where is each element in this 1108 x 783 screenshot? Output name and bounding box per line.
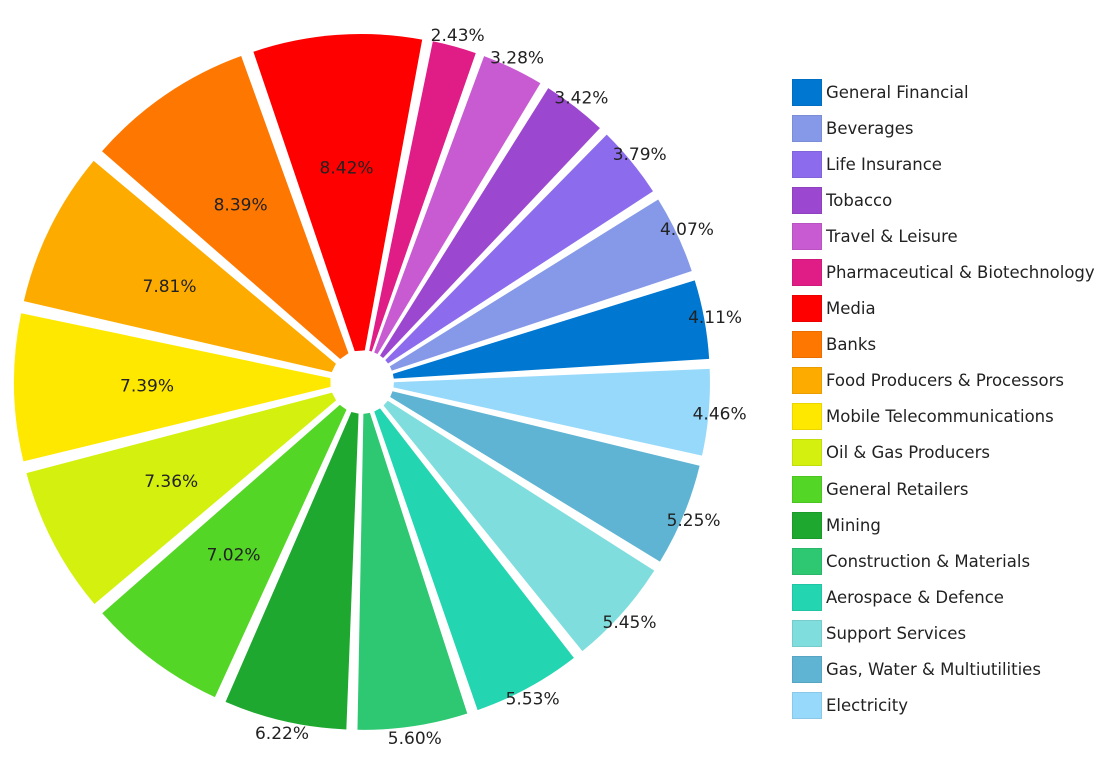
pie-slice-10 (13, 313, 331, 462)
legend-item: General Financial (792, 74, 1108, 110)
legend-item: Travel & Leisure (792, 218, 1108, 254)
legend-swatch (792, 186, 822, 214)
legend-label: Banks (826, 335, 877, 355)
pie-slice-18 (393, 368, 710, 456)
pie-label-11: 7.36% (144, 472, 198, 492)
legend-item: Mobile Telecommunications (792, 399, 1108, 435)
legend-label: General Retailers (826, 479, 969, 499)
legend-item: Aerospace & Defence (792, 579, 1108, 615)
legend-item: Oil & Gas Producers (792, 435, 1108, 471)
pie-label-12: 7.02% (207, 545, 261, 565)
pie-slice-3 (385, 134, 654, 364)
legend-swatch (792, 583, 822, 611)
pie-slices (13, 34, 710, 730)
pie-label-15: 5.53% (506, 689, 560, 709)
pie-label-9: 7.81% (143, 277, 197, 297)
legend-label: Construction & Materials (826, 551, 1031, 571)
pie-label-18: 4.46% (693, 405, 747, 425)
pie-slice-6 (369, 41, 476, 352)
legend-label: Life Insurance (826, 154, 942, 174)
legend-item: General Retailers (792, 471, 1108, 507)
legend-item: Banks (792, 327, 1108, 363)
pie-label-1: 4.11% (688, 308, 742, 328)
legend: General Financial Beverages Life Insurance… (792, 74, 1108, 724)
pie-label-13: 6.22% (255, 724, 309, 744)
legend-swatch (792, 295, 822, 323)
legend-item: Construction & Materials (792, 543, 1108, 579)
pie-label-17: 5.25% (667, 511, 721, 531)
legend-item: Pharmaceutical & Biotechnology (792, 254, 1108, 290)
legend-swatch (792, 222, 822, 250)
legend-swatch (792, 367, 822, 395)
pie-label-16: 5.45% (603, 613, 657, 633)
pie-slice-9 (23, 160, 336, 373)
pie-slice-12 (102, 404, 347, 698)
pie-label-5: 3.28% (490, 49, 544, 69)
legend-item: Electricity (792, 688, 1108, 724)
legend-swatch (792, 331, 822, 359)
legend-swatch (792, 78, 822, 106)
legend-item: Life Insurance (792, 146, 1108, 182)
legend-label: Support Services (826, 623, 967, 643)
legend-item: Tobacco (792, 182, 1108, 218)
legend-item: Media (792, 291, 1108, 327)
legend-label: Mining (826, 515, 881, 535)
legend-swatch (792, 656, 822, 684)
pie-slice-11 (26, 392, 337, 605)
legend-swatch (792, 114, 822, 142)
legend-label: General Financial (826, 82, 969, 102)
pie-slice-1 (392, 280, 710, 379)
legend-label: Electricity (826, 696, 908, 716)
legend-label: Beverages (826, 118, 914, 138)
legend-swatch (792, 619, 822, 647)
pie-slice-13 (225, 412, 359, 730)
pie-label-4: 3.42% (554, 88, 608, 108)
pie-label-6: 2.43% (431, 26, 485, 46)
legend-swatch (792, 403, 822, 431)
legend-label: Aerospace & Defence (826, 587, 1004, 607)
legend-swatch (792, 511, 822, 539)
legend-label: Travel & Leisure (826, 226, 958, 246)
legend-swatch (792, 475, 822, 503)
pie-slice-2 (389, 199, 692, 371)
legend-item: Support Services (792, 615, 1108, 651)
pie-label-3: 3.79% (613, 145, 667, 165)
legend-swatch (792, 259, 822, 287)
legend-label: Food Producers & Processors (826, 371, 1064, 391)
legend-label: Tobacco (826, 190, 893, 210)
pie-slice-17 (390, 391, 700, 562)
legend-label: Oil & Gas Producers (826, 443, 990, 463)
pie-slice-16 (383, 400, 655, 652)
legend-item: Food Producers & Processors (792, 363, 1108, 399)
legend-item: Mining (792, 507, 1108, 543)
legend-item: Beverages (792, 110, 1108, 146)
pie-slice-8 (102, 56, 349, 359)
legend-item: Gas, Water & Multiutilities (792, 652, 1108, 688)
legend-label: Media (826, 299, 876, 319)
pie-label-8: 8.39% (214, 196, 268, 216)
pie-label-10: 7.39% (120, 376, 174, 396)
pie-label-7: 8.42% (320, 159, 374, 179)
pie-slice-15 (374, 408, 574, 711)
legend-swatch (792, 547, 822, 575)
pie-label-2: 4.07% (660, 220, 714, 240)
legend-swatch (792, 439, 822, 467)
pie-slice-7 (253, 34, 423, 352)
legend-label: Gas, Water & Multiutilities (826, 660, 1041, 680)
legend-swatch (792, 692, 822, 720)
legend-label: Pharmaceutical & Biotechnology (826, 263, 1095, 283)
legend-swatch (792, 150, 822, 178)
pie-slice-5 (374, 56, 541, 355)
pie-labels: 4.11% 4.07% 3.79% 3.42% 3.28%2.43% 8.42% 8.39%… (120, 26, 747, 749)
pie-label-14: 5.60% (388, 729, 442, 749)
pie-slice-14 (357, 412, 468, 730)
pie-slice-4 (380, 88, 600, 358)
legend-label: Mobile Telecommunications (826, 407, 1054, 427)
